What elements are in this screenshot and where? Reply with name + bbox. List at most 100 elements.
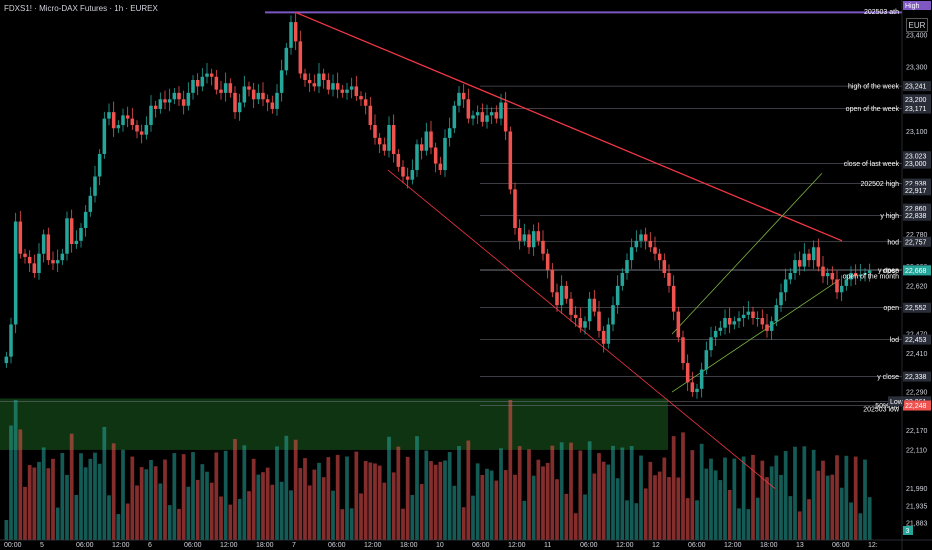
volume-bar — [284, 435, 289, 540]
candle-body — [849, 273, 853, 280]
price-tick-label: 22,410 — [906, 351, 928, 358]
volume-bar — [601, 461, 606, 540]
candle-body — [625, 260, 629, 273]
volume-bar — [438, 461, 443, 540]
volume-bar — [667, 477, 671, 540]
volume-bar — [863, 459, 867, 540]
lower-channel-line — [387, 169, 776, 489]
volume-bar — [629, 446, 634, 540]
candle-body — [279, 70, 284, 93]
volume-bar — [237, 498, 242, 540]
candle-body — [671, 285, 676, 312]
candle-body — [825, 273, 830, 277]
candle-body — [751, 311, 755, 319]
volume-bar — [130, 456, 135, 540]
volume-bar — [107, 495, 111, 540]
candle-body — [135, 125, 139, 132]
candle-body — [667, 273, 671, 286]
ath-label: 202503 ath — [864, 9, 899, 16]
price-badge-value: 23,200 — [905, 97, 927, 104]
candle-body — [821, 266, 825, 277]
price-badge — [903, 94, 931, 105]
volume-bar — [69, 433, 74, 540]
candle-body — [536, 231, 541, 241]
volume-bar — [853, 456, 858, 540]
candle-body — [802, 253, 807, 267]
price-badge-value: 22,668 — [905, 268, 927, 275]
candle-body — [811, 247, 816, 261]
volume-bar — [307, 485, 312, 540]
level-label: 202502 high — [860, 181, 899, 188]
candle-body — [569, 298, 573, 315]
candle-body — [541, 240, 545, 254]
currency-button[interactable]: EUR — [906, 18, 928, 32]
volume-bar — [340, 509, 345, 540]
time-tick-label: 13 — [796, 542, 804, 549]
volume-bar — [345, 456, 349, 540]
volume-zone — [0, 398, 668, 450]
candle-body — [307, 79, 312, 84]
volume-bar — [233, 439, 237, 540]
volume-bar — [149, 460, 153, 540]
volume-bar — [228, 504, 233, 540]
price-badge — [903, 334, 931, 345]
volume-bar — [144, 469, 149, 540]
volume-bar — [51, 458, 55, 540]
candle-body — [401, 166, 405, 177]
volume-bar — [401, 508, 405, 540]
candle-body — [835, 279, 839, 293]
level-label: open — [883, 305, 899, 312]
volume-bar — [457, 446, 461, 540]
low-badge — [888, 396, 904, 407]
volume-bar — [494, 480, 499, 540]
time-tick-label: 6 — [148, 542, 152, 549]
candle-body — [359, 96, 363, 100]
volume-bar — [625, 500, 629, 540]
volume-bar — [569, 442, 573, 540]
candle-body — [270, 102, 275, 109]
time-tick-label: 12:00 — [724, 542, 742, 549]
volume-bar — [611, 445, 615, 540]
volume-bar — [177, 508, 181, 540]
price-tick-label: 22,780 — [906, 232, 928, 239]
candle-body — [387, 125, 391, 151]
volume-bar — [158, 483, 163, 540]
candle-body — [317, 73, 321, 87]
price-badge — [903, 265, 931, 276]
volume-bar — [695, 500, 699, 540]
candle-body — [681, 337, 685, 364]
candle-body — [727, 318, 732, 325]
candle-body — [363, 99, 368, 106]
volume-bar — [167, 505, 172, 540]
time-tick-label: 10 — [436, 542, 444, 549]
candle-body — [639, 234, 643, 241]
volume-bar — [317, 462, 321, 540]
volume-bar — [699, 443, 704, 540]
volume-bar — [93, 452, 97, 540]
candle-body — [433, 147, 438, 164]
volume-bar — [65, 474, 69, 540]
candle-body — [107, 112, 111, 119]
candle-body — [471, 115, 475, 119]
level-label: y close — [877, 374, 899, 381]
price-tick-label: 22,110 — [906, 447, 927, 454]
volume-bar — [41, 447, 46, 540]
volume-bar — [849, 502, 853, 540]
candle-body — [489, 112, 494, 116]
volume-bar — [60, 453, 65, 540]
volume-bar — [433, 464, 438, 540]
volume-bar — [251, 458, 256, 540]
candle-body — [275, 92, 279, 109]
volume-bar — [704, 468, 709, 540]
level-label: close — [883, 268, 899, 275]
volume-bar — [835, 455, 839, 540]
volume-bar — [844, 455, 849, 540]
candle-body — [508, 131, 513, 190]
volume-bar — [195, 479, 200, 540]
price-tick-label: 21,935 — [906, 504, 928, 511]
volume-bar — [289, 490, 293, 540]
level-label: y high — [880, 213, 899, 220]
volume-bar — [405, 456, 410, 540]
candle-body — [452, 105, 457, 129]
